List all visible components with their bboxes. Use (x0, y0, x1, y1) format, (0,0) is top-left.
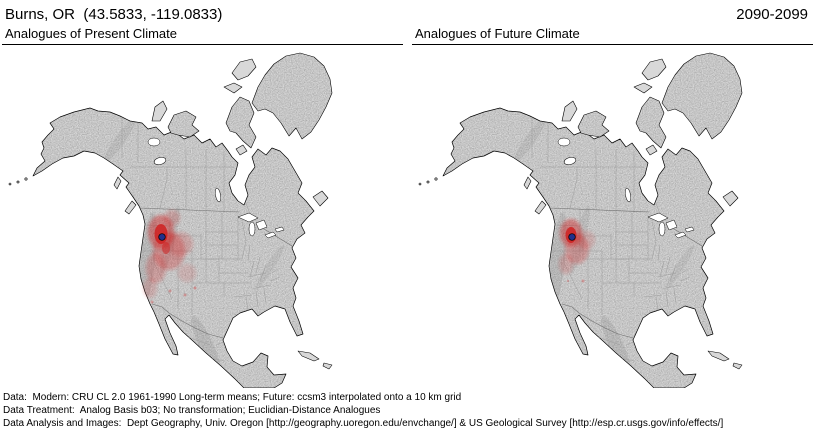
north-america-map-future (412, 45, 812, 388)
header: Burns, OR (43.5833, -119.0833) 2090-2099 (0, 0, 816, 24)
map-title-present: Analogues of Present Climate (2, 25, 403, 45)
north-america-map-present (2, 45, 402, 388)
map-panel-present: Analogues of Present Climate (2, 25, 403, 388)
analogue-region-future (559, 219, 595, 283)
map-present (2, 45, 402, 388)
period-label: 2090-2099 (736, 6, 808, 23)
location-marker-present (158, 233, 166, 241)
map-title-future: Analogues of Future Climate (412, 25, 813, 45)
location-title: Burns, OR (43.5833, -119.0833) (5, 6, 223, 23)
footer-credits: Data: Modern: CRU CL 2.0 1961-1990 Long-… (0, 388, 816, 430)
map-future (412, 45, 812, 388)
footer-data-line: Data: Modern: CRU CL 2.0 1961-1990 Long-… (3, 392, 462, 403)
location-marker-future (568, 233, 576, 241)
footer-analysis-line: Data Analysis and Images: Dept Geography… (3, 418, 724, 429)
map-panel-future: Analogues of Future Climate (412, 25, 813, 388)
analogue-region-present (143, 210, 197, 304)
footer-treatment-line: Data Treatment: Analog Basis b03; No tra… (3, 405, 381, 416)
map-panels: Analogues of Present Climate (0, 25, 816, 388)
